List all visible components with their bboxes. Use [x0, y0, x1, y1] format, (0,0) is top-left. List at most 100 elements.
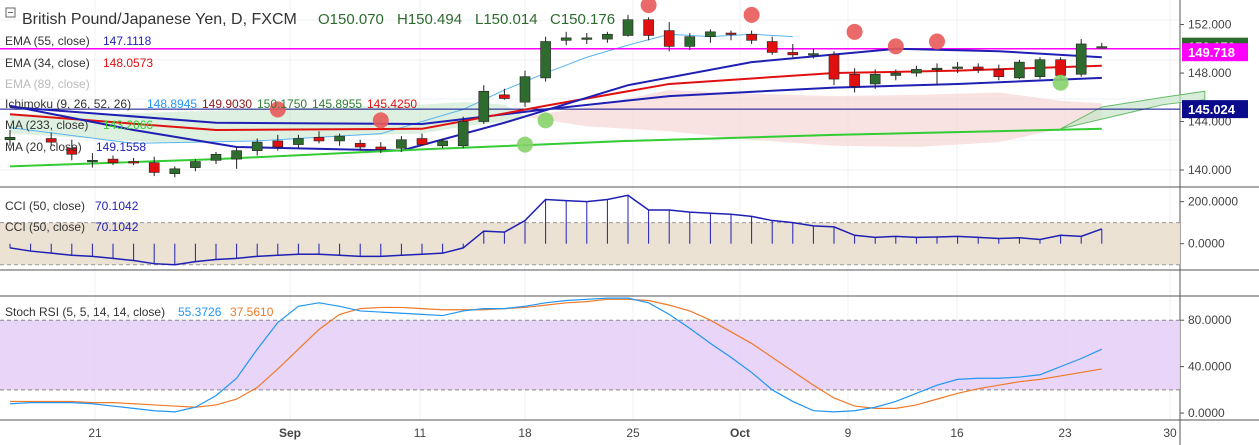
cci-legend-value: 70.1042 [95, 199, 139, 213]
candle-body [313, 136, 325, 142]
candle-body [560, 37, 572, 41]
candle-body [808, 53, 819, 56]
x-tick-label: 25 [626, 426, 640, 440]
candle-body [581, 37, 593, 40]
candle-body [911, 69, 922, 74]
candle-body [766, 41, 778, 53]
candle-body [1075, 43, 1087, 75]
legend-value: 147.1118 [103, 34, 152, 48]
psar-dot [929, 33, 945, 50]
candle-body [828, 54, 840, 80]
candle-body [663, 30, 675, 47]
candle-body [87, 160, 98, 163]
stoch-tick-label: 80.0000 [1188, 313, 1232, 327]
ohlc-low: L150.014 [475, 11, 538, 28]
psar-dot [640, 0, 657, 14]
candle-body [231, 150, 242, 160]
x-tick-label: 18 [518, 426, 532, 440]
candle-body [416, 138, 428, 145]
candle-body [602, 33, 613, 40]
candle-body [1055, 59, 1066, 76]
candle-body [251, 141, 263, 151]
ohlc-high: H150.494 [397, 11, 462, 28]
price-badge [1182, 43, 1248, 62]
cci-legend-value: 70.1042 [95, 220, 139, 234]
legend-value: 150.1750 [257, 97, 307, 111]
candle-body [396, 139, 407, 149]
legend-value: 149.1558 [96, 140, 146, 154]
candle-body [478, 90, 490, 122]
legend-value: 145.4250 [367, 97, 417, 111]
x-tick-label: 21 [88, 426, 102, 440]
legend-label: EMA (34, close) [5, 56, 90, 70]
candle-body [952, 66, 963, 69]
candle-body [272, 140, 284, 148]
candle-body [643, 19, 654, 36]
candle-body [437, 140, 448, 147]
x-tick-label-hidden: 4 [290, 443, 291, 445]
stoch-legend-k: 55.3726 [178, 305, 222, 319]
x-tick-label: Oct [730, 426, 750, 440]
candle-body [849, 73, 860, 87]
candle-body [4, 136, 16, 141]
candle-body [1096, 46, 1108, 49]
candle-body [684, 36, 696, 47]
candle-body [725, 32, 737, 35]
candle-body [869, 73, 881, 85]
x-tick-label: 23 [1058, 426, 1072, 440]
legend-value: 143.2066 [103, 118, 153, 132]
legend-value: 148.8945 [147, 97, 197, 111]
candle-body [169, 168, 181, 174]
candle-body [45, 138, 57, 143]
ohlc-open: O150.070 [318, 11, 384, 28]
x-tick-label: 16 [950, 426, 964, 440]
stoch-tick-label: 0.0000 [1188, 406, 1225, 420]
cci-tick-label: 200.0000 [1188, 195, 1238, 209]
cci-legend-label: CCI (50, close) [5, 199, 85, 213]
psar-dot [846, 23, 863, 40]
series-line-2 [9, 47, 1102, 152]
cci-line [9, 194, 1103, 266]
legend-value: 148.0573 [103, 56, 153, 70]
stoch-d-line [10, 298, 1102, 409]
psar-dot [269, 101, 286, 118]
psar-dot [537, 112, 554, 129]
candle-body [931, 67, 943, 70]
candle-body [293, 138, 304, 145]
collapse-icon [5, 7, 16, 18]
price-badge-label: 149.718 [1188, 45, 1235, 60]
candle-body [1034, 59, 1046, 77]
psar-dot [517, 136, 533, 153]
candle-body [622, 19, 634, 36]
x-tick-label: 9 [845, 426, 852, 440]
candle-body [107, 158, 119, 164]
price-tick-label: 140.000 [1188, 163, 1232, 177]
legend-label: EMA (89, close) [5, 77, 90, 91]
cci-tick-label: 0.0000 [1188, 237, 1225, 251]
chart-title: British Pound/Japanese Yen, D, FXCM [22, 11, 297, 28]
legend-value: 149.9030 [202, 97, 252, 111]
candle-body [1014, 61, 1025, 79]
x-tick-label: 30 [1163, 426, 1177, 440]
legend-label: EMA (55, close) [5, 34, 90, 48]
candle-body [128, 161, 139, 164]
cci-band [0, 222, 1180, 265]
candle-body [210, 153, 222, 161]
psar-dot [887, 38, 904, 55]
legend-label: MA (20, close) [5, 140, 82, 154]
stoch-band [0, 320, 1180, 390]
candle-body [705, 31, 716, 37]
price-tick-label: 148.000 [1188, 66, 1232, 80]
psar-dot [1052, 74, 1069, 91]
candle-body [375, 146, 387, 150]
legend-value: 145.8955 [312, 97, 362, 111]
cci-legend-label: CCI (50, close) [5, 220, 85, 234]
legend-label: Ichimoku (9, 26, 52, 26) [5, 97, 131, 111]
candle-body [746, 33, 757, 41]
x-tick-label: 11 [414, 426, 427, 440]
candle-body [787, 52, 799, 56]
ohlc-close: C150.176 [550, 11, 615, 28]
candle-body [890, 72, 902, 76]
candle-body [66, 147, 78, 155]
